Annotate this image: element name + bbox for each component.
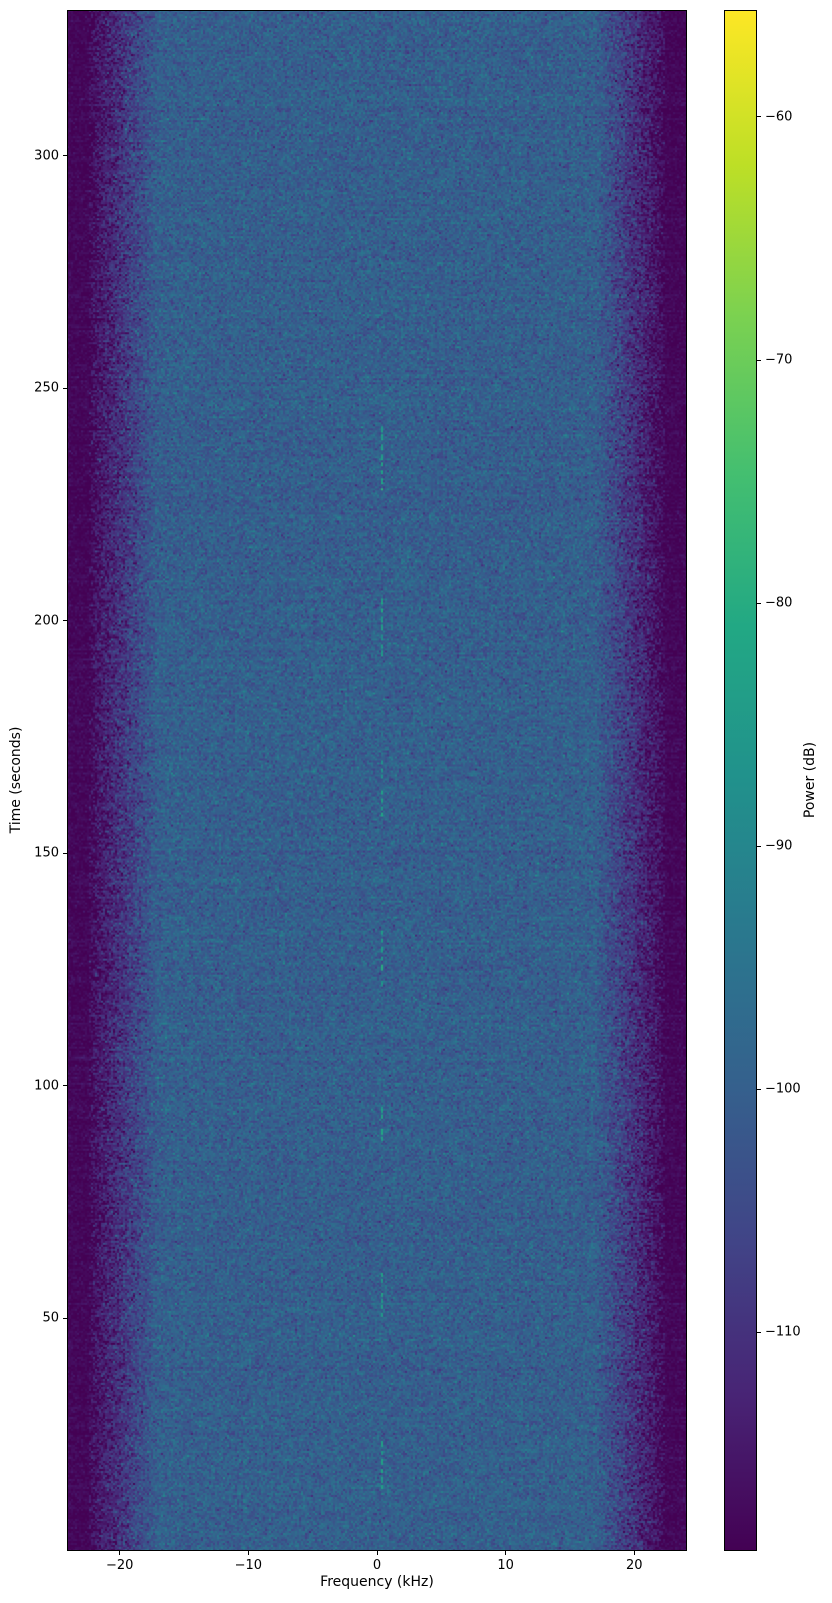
spectrogram-figure: Frequency (kHz) Time (seconds) Power (dB… <box>0 0 832 1603</box>
colorbar-tick-label: −70 <box>765 353 792 368</box>
colorbar-tick-mark <box>757 603 761 604</box>
spectrogram-canvas <box>67 10 687 1551</box>
colorbar-tick-mark <box>757 360 761 361</box>
y-tick-label: 300 <box>7 148 59 163</box>
x-tick-mark <box>248 1551 249 1555</box>
colorbar-tick-label: −110 <box>765 1325 801 1340</box>
colorbar-tick-mark <box>757 1089 761 1090</box>
y-tick-mark <box>63 155 67 156</box>
x-axis-label: Frequency (kHz) <box>320 1574 434 1590</box>
y-tick-label: 100 <box>7 1078 59 1093</box>
x-tick-mark <box>377 1551 378 1555</box>
x-tick-label: −10 <box>235 1558 262 1573</box>
y-tick-label: 200 <box>7 613 59 628</box>
colorbar-tick-label: −90 <box>765 839 792 854</box>
y-tick-label: 150 <box>7 846 59 861</box>
y-tick-mark <box>63 388 67 389</box>
colorbar <box>724 10 757 1551</box>
y-tick-mark <box>63 1085 67 1086</box>
x-tick-label: 20 <box>626 1558 643 1573</box>
colorbar-tick-mark <box>757 846 761 847</box>
colorbar-tick-label: −60 <box>765 109 792 124</box>
colorbar-tick-mark <box>757 116 761 117</box>
x-tick-label: −20 <box>106 1558 133 1573</box>
y-axis-label: Time (seconds) <box>8 727 24 834</box>
x-tick-label: 0 <box>373 1558 381 1573</box>
y-tick-label: 250 <box>7 381 59 396</box>
x-tick-mark <box>505 1551 506 1555</box>
colorbar-tick-label: −80 <box>765 596 792 611</box>
colorbar-tick-label: −100 <box>765 1082 801 1097</box>
colorbar-label: Power (dB) <box>802 742 818 818</box>
y-tick-mark <box>63 853 67 854</box>
y-tick-label: 50 <box>7 1311 59 1326</box>
y-tick-mark <box>63 620 67 621</box>
x-tick-mark <box>119 1551 120 1555</box>
y-tick-mark <box>63 1318 67 1319</box>
colorbar-tick-mark <box>757 1332 761 1333</box>
x-tick-label: 10 <box>497 1558 514 1573</box>
x-tick-mark <box>634 1551 635 1555</box>
